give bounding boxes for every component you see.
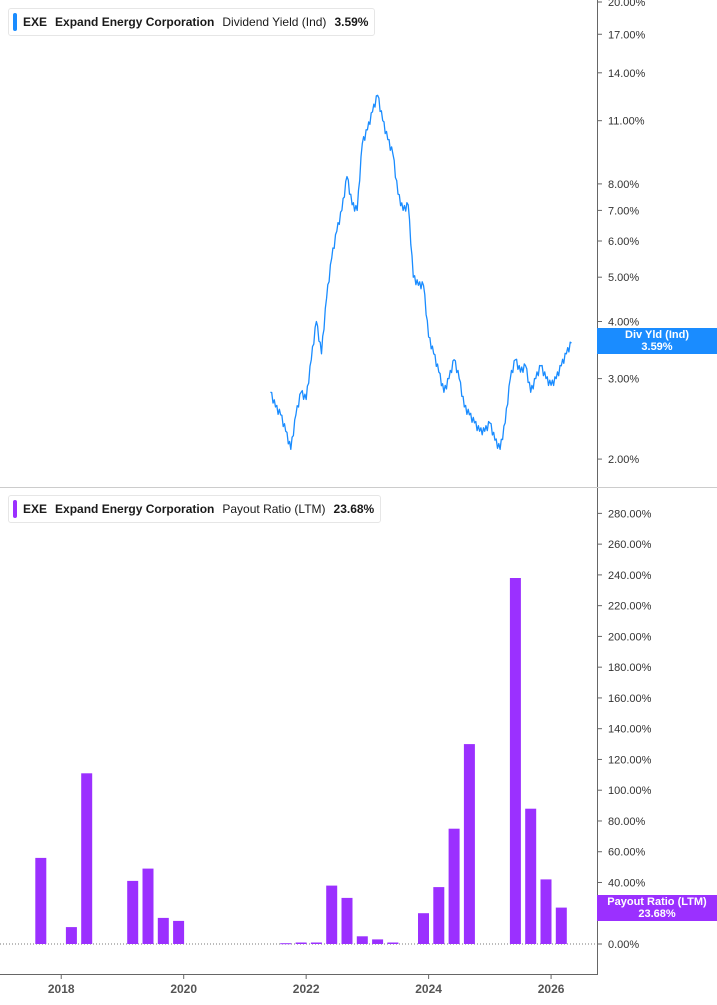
payout-bar [555, 907, 567, 944]
y-tick-label: 240.00% [608, 570, 652, 582]
yield-tag-value: 3.59% [641, 341, 673, 353]
legend-metric: Payout Ratio (LTM) [222, 502, 326, 516]
y-tick-label: 80.00% [608, 816, 646, 828]
y-tick-label: 200.00% [608, 631, 652, 643]
yield-tag-label: Div Yld (Ind) [625, 329, 689, 341]
y-tick-label: 17.00% [608, 29, 646, 41]
payout-bar [418, 913, 429, 944]
yield-price-tag: Div Yld (Ind) 3.59% [597, 328, 717, 354]
y-tick-label: 20.00% [608, 0, 646, 9]
y-tick-label: 3.00% [608, 374, 639, 386]
payout-bar [35, 857, 47, 944]
payout-bar [295, 942, 307, 944]
payout-bar [433, 887, 445, 944]
payout-tag-value: 23.68% [638, 908, 676, 920]
y-tick-label: 7.00% [608, 205, 639, 217]
legend-ticker: EXE [23, 15, 48, 29]
payout-bar [463, 744, 475, 944]
payout-bar [326, 885, 338, 944]
payout-bar [173, 920, 185, 944]
dividend-yield-line [270, 94, 572, 451]
y-tick-label: 6.00% [608, 236, 639, 248]
chart-frame [0, 0, 717, 975]
y-tick-label: 220.00% [608, 601, 652, 613]
yield-swatch [13, 13, 17, 31]
payout-bar [127, 880, 139, 944]
legend-metric: Dividend Yield (Ind) [222, 15, 327, 29]
payout-bar [310, 942, 322, 944]
legend-value: 23.68% [333, 502, 375, 516]
y-tick-label: 160.00% [608, 693, 652, 705]
payout-bar [356, 936, 368, 944]
payout-bar [509, 578, 521, 944]
payout-bar [280, 943, 292, 945]
payout-price-tag: Payout Ratio (LTM) 23.68% [597, 895, 717, 921]
y-tick-label: 140.00% [608, 724, 652, 736]
y-tick-label: 100.00% [608, 785, 652, 797]
payout-bar [142, 868, 154, 944]
legend-company: Expand Energy Corporation [55, 15, 215, 29]
payout-bar [448, 828, 460, 944]
y-tick-label: 14.00% [608, 68, 646, 80]
y-tick-label: 40.00% [608, 877, 646, 889]
payout-tag-label: Payout Ratio (LTM) [607, 896, 707, 908]
y-tick-label: 280.00% [608, 508, 652, 520]
x-tick-label: 2020 [170, 982, 197, 996]
legend-ticker: EXE [23, 502, 48, 516]
y-tick-label: 180.00% [608, 662, 652, 674]
payout-bar [372, 939, 384, 944]
payout-bar [540, 879, 552, 944]
y-tick-label: 11.00% [608, 116, 645, 128]
payout-swatch [13, 500, 17, 518]
y-tick-label: 5.00% [608, 272, 639, 284]
y-tick-label: 2.00% [608, 454, 639, 466]
legend-value: 3.59% [334, 15, 369, 29]
y-tick-label: 120.00% [608, 754, 652, 766]
x-tick-label: 2024 [415, 982, 442, 996]
x-tick-label: 2018 [48, 982, 75, 996]
payout-ratio-panel: 0.00%20.00%40.00%60.00%80.00%100.00%120.… [0, 508, 652, 996]
payout-bar [341, 897, 353, 944]
y-tick-label: 0.00% [608, 939, 639, 951]
payout-bar [65, 927, 77, 944]
y-tick-label: 8.00% [608, 179, 639, 191]
y-tick-label: 260.00% [608, 539, 652, 551]
y-tick-label: 4.00% [608, 316, 639, 328]
y-tick-label: 60.00% [608, 847, 646, 859]
legend-payout-ratio[interactable]: EXE Expand Energy Corporation Payout Rat… [8, 495, 382, 523]
payout-bar [387, 942, 399, 944]
legend-dividend-yield[interactable]: EXE Expand Energy Corporation Dividend Y… [8, 8, 376, 36]
x-tick-label: 2026 [538, 982, 565, 996]
payout-bar [157, 917, 169, 944]
payout-bar [525, 808, 537, 944]
payout-bar [81, 773, 93, 944]
legend-company: Expand Energy Corporation [55, 502, 215, 516]
dividend-yield-panel: 2.00% 3.00% 4.00% 5.00% 6.00% 7.00% 8.00% 11.00… [270, 0, 646, 466]
x-tick-label: 2022 [293, 982, 320, 996]
